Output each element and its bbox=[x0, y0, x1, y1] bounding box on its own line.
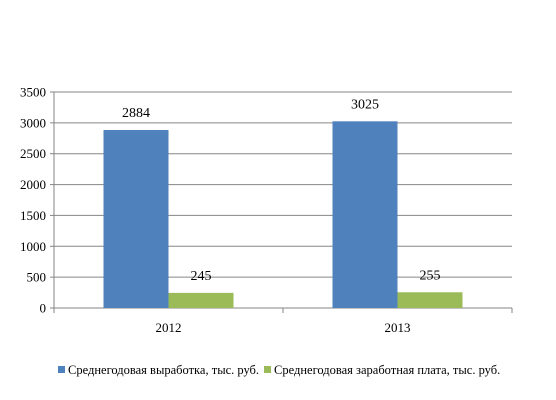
data-label: 255 bbox=[420, 268, 441, 283]
bar-salary-2013 bbox=[397, 292, 463, 308]
legend-label: Среднегодовая выработка, тыс. руб. bbox=[68, 363, 259, 377]
y-tick-label: 2000 bbox=[20, 177, 46, 192]
data-labels: 2884 245 3025 255 bbox=[122, 97, 441, 284]
legend-swatch bbox=[264, 366, 271, 373]
bar-salary-2012 bbox=[168, 292, 234, 308]
bars bbox=[103, 121, 463, 308]
data-label: 245 bbox=[191, 269, 212, 284]
legend-swatch bbox=[58, 366, 65, 373]
bar-output-2013 bbox=[332, 121, 398, 308]
data-label: 3025 bbox=[351, 97, 379, 112]
bar-output-2012 bbox=[103, 130, 169, 308]
x-tick-label: 2012 bbox=[156, 320, 182, 335]
y-tick-label: 2500 bbox=[20, 146, 46, 161]
y-tick-label: 1500 bbox=[20, 208, 46, 223]
y-tick-label: 3500 bbox=[20, 85, 46, 100]
data-label: 2884 bbox=[122, 106, 150, 121]
x-axis-ticks: 2012 2013 bbox=[156, 320, 411, 335]
y-tick-label: 500 bbox=[27, 270, 47, 285]
y-axis-ticks: 0 500 1000 1500 2000 2500 3000 3500 bbox=[20, 85, 46, 316]
y-tick-label: 1000 bbox=[20, 239, 46, 254]
x-tick-label: 2013 bbox=[385, 320, 411, 335]
y-tick-label: 0 bbox=[40, 301, 47, 316]
legend: Среднегодовая выработка, тыс. руб. Средне… bbox=[58, 363, 500, 377]
legend-label: Среднегодовая заработная плата, тыс. руб… bbox=[274, 363, 500, 377]
y-tick-label: 3000 bbox=[20, 115, 46, 130]
